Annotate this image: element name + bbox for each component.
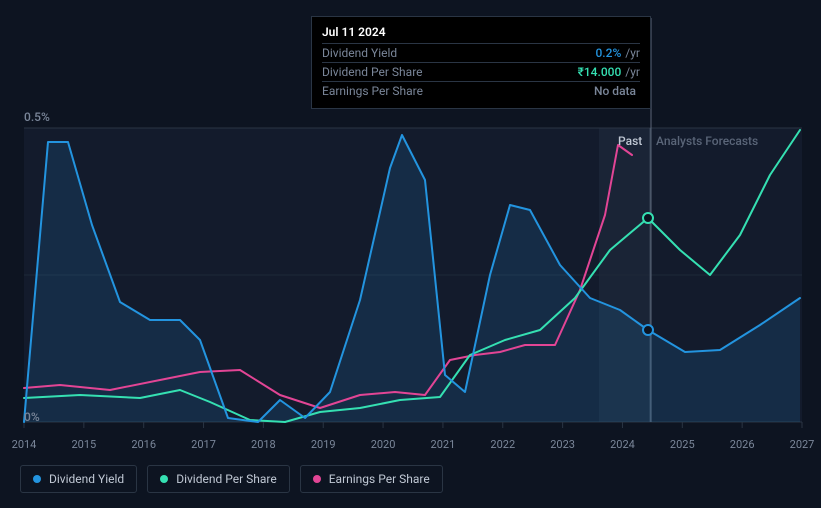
- tooltip-title: Jul 11 2024: [322, 25, 640, 39]
- tooltip-metric-value: No data: [594, 84, 636, 98]
- legend-label: Dividend Per Share: [176, 472, 277, 486]
- xaxis-year-label: 2022: [490, 438, 515, 451]
- xaxis-year-label: 2021: [431, 438, 456, 451]
- xaxis-year-label: 2020: [371, 438, 396, 451]
- xaxis-year-label: 2025: [670, 438, 695, 451]
- xaxis-year-label: 2026: [730, 438, 755, 451]
- past-label: Past: [618, 134, 642, 148]
- xaxis-year-label: 2018: [251, 438, 276, 451]
- xaxis-year-label: 2014: [12, 438, 37, 451]
- tooltip-metric-value: ₹14.000: [578, 65, 622, 79]
- tooltip-row: Earnings Per ShareNo data: [322, 81, 640, 100]
- xaxis-year-label: 2024: [610, 438, 635, 451]
- tooltip-row: Dividend Per Share₹14.000/yr: [322, 62, 640, 81]
- legend-label: Earnings Per Share: [329, 472, 430, 486]
- yaxis-max-label: 0.5%: [24, 110, 50, 124]
- xaxis-year-label: 2027: [790, 438, 815, 451]
- xaxis-year-label: 2015: [71, 438, 96, 451]
- tooltip-metric-unit: /yr: [625, 46, 640, 60]
- legend-dot: [313, 475, 321, 483]
- legend-dot: [33, 475, 41, 483]
- legend-item[interactable]: Dividend Per Share: [147, 465, 290, 493]
- tooltip-metric-value: 0.2%: [595, 46, 621, 60]
- tooltip-metric-unit: /yr: [625, 65, 640, 79]
- legend-item[interactable]: Earnings Per Share: [300, 465, 443, 493]
- tooltip-metric-label: Earnings Per Share: [322, 84, 594, 98]
- tooltip-metric-label: Dividend Per Share: [322, 65, 578, 79]
- legend-label: Dividend Yield: [49, 472, 124, 486]
- xaxis-year-label: 2017: [191, 438, 216, 451]
- legend-dot: [160, 475, 168, 483]
- chart-tooltip: Jul 11 2024 Dividend Yield0.2%/yrDividen…: [311, 16, 651, 109]
- yaxis-min-label: 0%: [24, 410, 40, 424]
- forecast-label: Analysts Forecasts: [656, 134, 758, 148]
- xaxis-year-label: 2023: [550, 438, 575, 451]
- legend: Dividend Yield Dividend Per Share Earnings…: [20, 465, 443, 493]
- chart-container: 0.5% 0% 2014 2015 2016 2017 2018 2019 2020 2021…: [0, 0, 821, 508]
- xaxis-year-label: 2016: [131, 438, 156, 451]
- legend-item[interactable]: Dividend Yield: [20, 465, 137, 493]
- tooltip-metric-label: Dividend Yield: [322, 46, 595, 60]
- tooltip-row: Dividend Yield0.2% /yr: [322, 43, 640, 62]
- xaxis-year-label: 2019: [311, 438, 336, 451]
